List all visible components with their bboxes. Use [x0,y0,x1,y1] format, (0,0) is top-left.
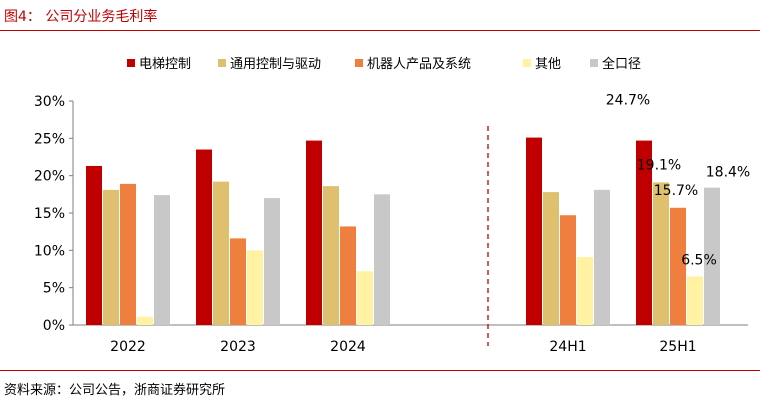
bar-24H1-1 [526,137,542,325]
y-tick-label: 15% [34,206,65,222]
bar-2024-5 [374,194,390,325]
title-rule [0,30,760,31]
figure-title: 图4： 公司分业务毛利率 [4,9,158,25]
y-tick-label: 5% [43,281,65,297]
y-axis: 0% 5% 10% 15% 20% 25% 30% [34,94,74,334]
bar-2023-2 [213,181,229,325]
bar-25H1-2 [653,182,669,325]
y-tick-label: 20% [34,169,65,185]
source-rule [0,370,760,371]
bar-25H1-4 [687,276,703,325]
bar-25H1-3 [670,207,686,325]
bar-25H1-5 [704,187,720,325]
legend-label-4: 其他 [535,57,561,72]
legend-swatch-1 [127,59,135,67]
bar-24H1-3 [560,215,576,325]
y-tick-label: 25% [34,131,65,147]
data-label-1: 24.7% [606,93,650,109]
data-label-3: 15.7% [654,183,698,199]
legend-label-1: 电梯控制 [139,57,191,72]
bar-2024-3 [340,226,356,325]
legend-swatch-5 [590,59,598,67]
legend-swatch-4 [523,59,531,67]
bar-2022-3 [120,183,136,325]
x-tick-label: 2024 [330,339,366,355]
bar-2022-5 [154,195,170,325]
source-note: 资料来源：公司公告，浙商证券研究所 [4,383,226,398]
x-tick-label: 25H1 [659,339,696,355]
bar-2024-1 [306,140,322,325]
bar-2023-4 [247,250,263,325]
y-tick-label: 10% [34,243,65,259]
bar-24H1-2 [543,192,559,325]
data-label-2: 19.1% [637,157,681,173]
x-tick-label: 2022 [110,339,146,355]
x-axis: 2022 2023 2024 24H1 25H1 [73,126,748,355]
legend-label-5: 全口径 [602,56,641,72]
bar-2022-1 [86,165,102,325]
bar-2022-4 [137,316,153,325]
bar-25H1-1 [636,140,652,325]
bars [86,137,720,325]
data-label-4: 6.5% [681,252,717,268]
bar-2024-4 [357,271,373,325]
bar-2023-5 [264,198,280,325]
bar-24H1-4 [577,257,593,325]
bar-24H1-5 [594,189,610,325]
x-tick-label: 24H1 [549,339,586,355]
data-labels: 24.7% 19.1% 15.7% 6.5% 18.4% [606,93,750,269]
y-tick-label: 0% [43,318,65,334]
x-tick-label: 2023 [220,339,256,355]
bar-2024-2 [323,186,339,325]
bar-2023-1 [196,149,212,325]
bar-2022-2 [103,189,119,325]
legend: 电梯控制 通用控制与驱动 机器人产品及系统 其他 全口径 [127,56,641,72]
data-label-5: 18.4% [706,165,750,181]
y-tick-label: 30% [34,94,65,110]
gross-margin-chart: 电梯控制 通用控制与驱动 机器人产品及系统 其他 全口径 0% 5% 10% 15% 20% 25… [34,56,750,355]
legend-label-3: 机器人产品及系统 [367,57,471,72]
legend-label-2: 通用控制与驱动 [230,57,321,72]
bar-2023-3 [230,238,246,325]
legend-swatch-2 [218,59,226,67]
legend-swatch-3 [355,59,363,67]
